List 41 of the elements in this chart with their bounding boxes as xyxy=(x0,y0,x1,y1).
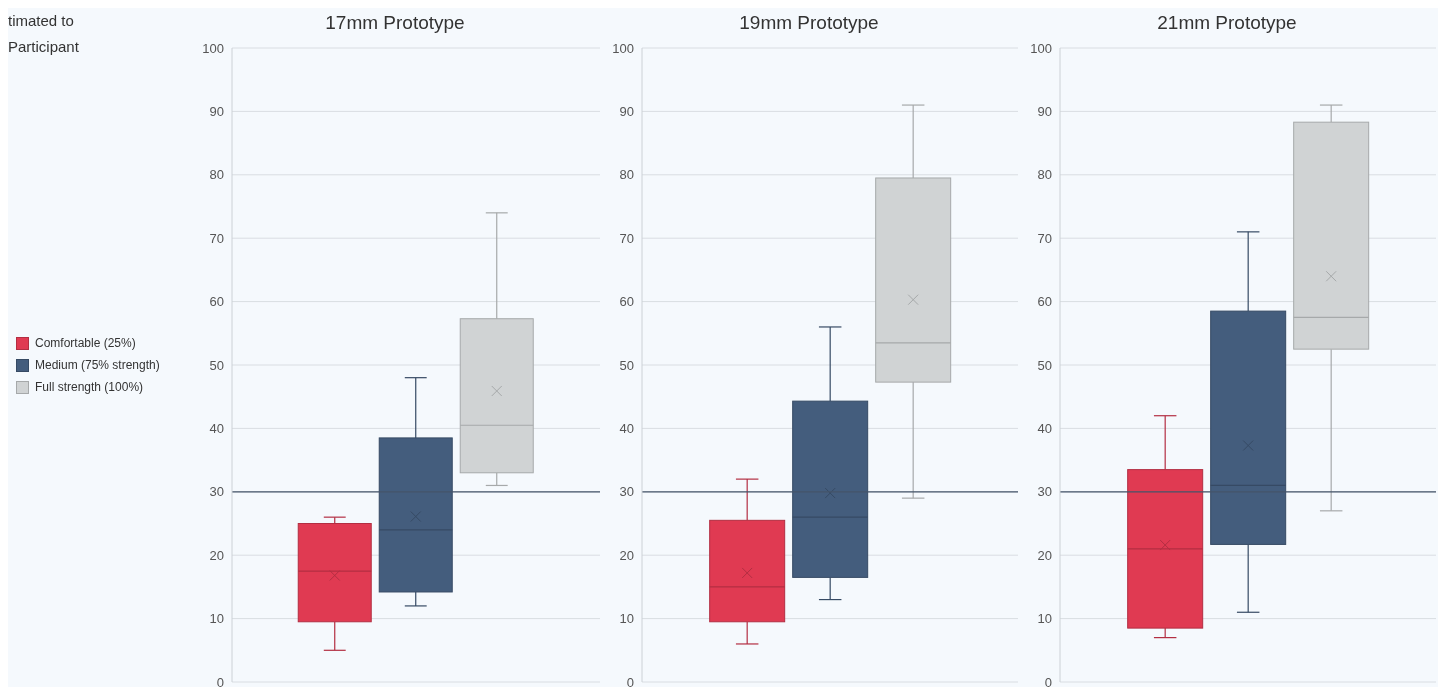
y-tick-label: 80 xyxy=(1037,167,1052,183)
y-tick-label: 10 xyxy=(1037,611,1052,627)
y-tick-label: 30 xyxy=(619,484,634,500)
text: Participant xyxy=(8,37,79,57)
y-tick-label: 60 xyxy=(209,294,224,310)
chart-title: 21mm Prototype xyxy=(1157,11,1297,35)
y-tick-label: 20 xyxy=(619,547,634,563)
y-tick-label: 90 xyxy=(209,104,224,120)
y-tick-label: 90 xyxy=(1037,104,1052,120)
y-tick-label: 0 xyxy=(1044,674,1052,687)
y-tick-label: 30 xyxy=(1037,484,1052,500)
y-tick-label: 40 xyxy=(1037,421,1052,437)
y-tick-label: 60 xyxy=(619,294,634,310)
y-tick-label: 10 xyxy=(619,611,634,627)
y-tick-label: 80 xyxy=(209,167,224,183)
y-tick-label: 0 xyxy=(216,674,224,687)
chart-title: 19mm Prototype xyxy=(739,11,879,35)
y-tick-label: 100 xyxy=(612,40,634,56)
y-tick-label: 40 xyxy=(209,421,224,437)
y-tick-label: 60 xyxy=(1037,294,1052,310)
chart-title: 17mm Prototype xyxy=(325,11,465,35)
y-tick-label: 40 xyxy=(619,421,634,437)
y-tick-label: 100 xyxy=(202,40,224,56)
legend-label: Comfortable (25%) xyxy=(35,336,136,350)
y-tick-label: 50 xyxy=(209,357,224,373)
legend-label: Full strength (100%) xyxy=(35,380,144,394)
y-tick-label: 70 xyxy=(209,230,224,246)
y-tick-label: 70 xyxy=(619,230,634,246)
y-tick-label: 50 xyxy=(1037,357,1052,373)
y-tick-label: 30 xyxy=(209,484,224,500)
y-tick-label: 50 xyxy=(619,357,634,373)
y-tick-label: 100 xyxy=(1030,40,1052,56)
y-tick-label: 70 xyxy=(1037,230,1052,246)
y-tick-label: 20 xyxy=(1037,547,1052,563)
y-tick-label: 10 xyxy=(209,611,224,627)
legend-label: Medium (75% strength) xyxy=(35,358,160,372)
y-tick-label: 90 xyxy=(619,104,634,120)
text: timated to xyxy=(8,11,75,31)
y-tick-label: 0 xyxy=(626,674,634,687)
y-tick-label: 80 xyxy=(619,167,634,183)
y-tick-label: 20 xyxy=(209,547,224,563)
